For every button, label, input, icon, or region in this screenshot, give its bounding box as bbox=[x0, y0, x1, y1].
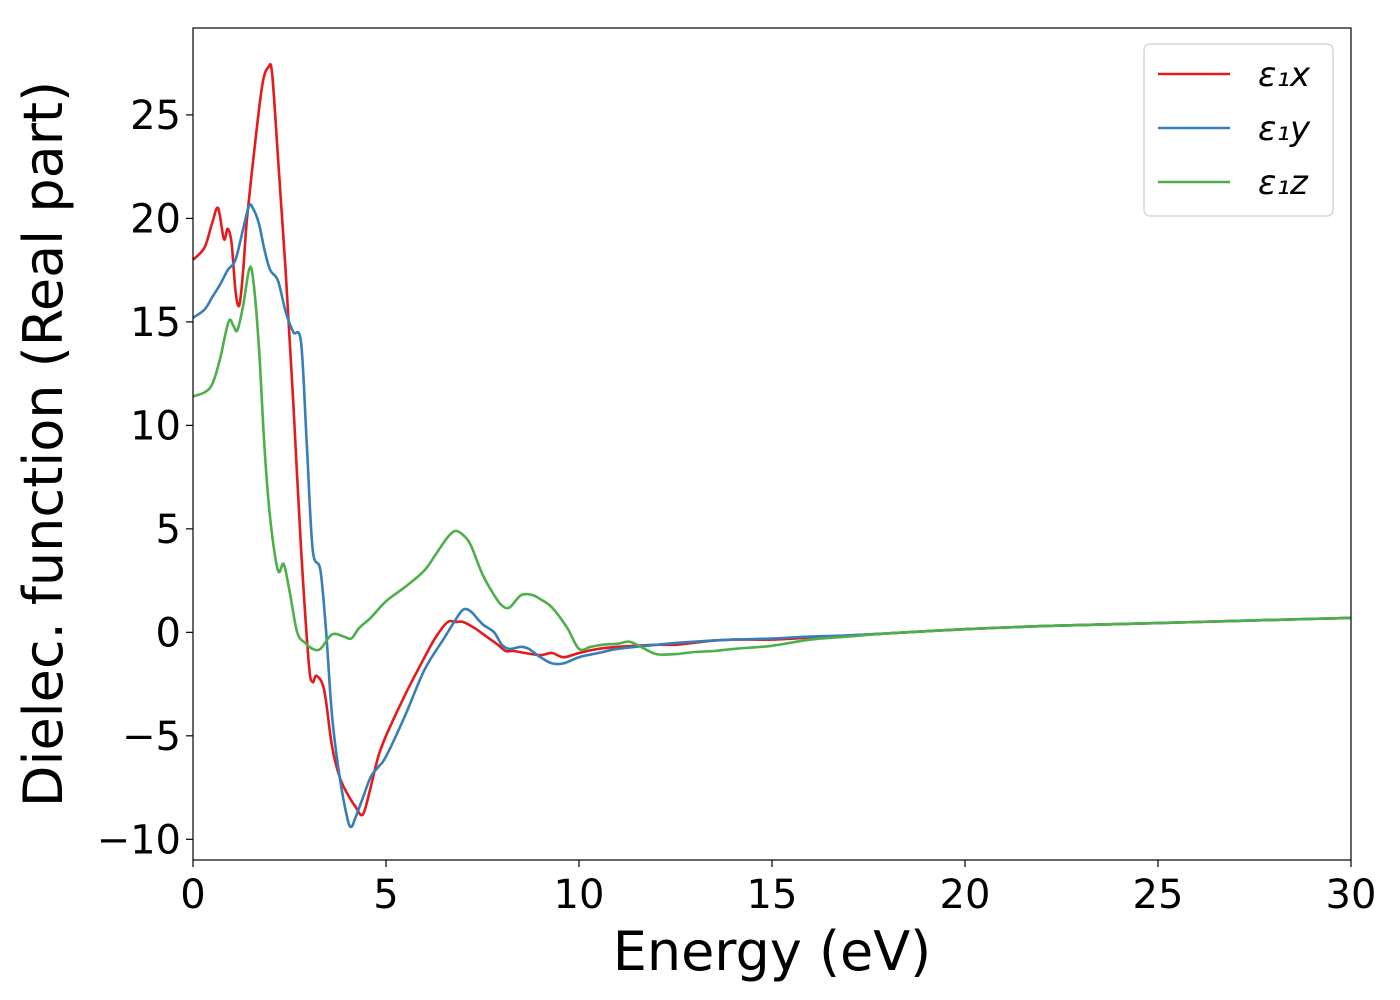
x-tick-label: 20 bbox=[940, 872, 991, 918]
x-tick-label: 30 bbox=[1326, 872, 1377, 918]
y-tick-label: −10 bbox=[97, 817, 181, 863]
y-tick-label: 0 bbox=[156, 610, 181, 656]
legend-label-2: ε₁y bbox=[1258, 109, 1311, 149]
x-tick-label: 15 bbox=[747, 872, 798, 918]
y-axis: −10 −5 0 5 10 15 20 25 bbox=[97, 93, 193, 863]
legend-label-1: ε₁x bbox=[1258, 55, 1311, 95]
series-line-2 bbox=[192, 203, 1352, 829]
y-tick-label: 15 bbox=[130, 300, 181, 346]
x-tick-label: 0 bbox=[180, 872, 205, 918]
y-tick-label: 25 bbox=[130, 93, 181, 139]
x-axis-title: Energy (eV) bbox=[613, 920, 932, 983]
series-layer bbox=[192, 62, 1352, 829]
legend-label-3: ε₁z bbox=[1258, 163, 1309, 203]
y-tick-label: 5 bbox=[156, 507, 181, 553]
y-tick-label: 10 bbox=[130, 403, 181, 449]
x-tick-label: 25 bbox=[1133, 872, 1184, 918]
x-tick-label: 10 bbox=[554, 872, 605, 918]
series-line-3 bbox=[192, 265, 1352, 657]
x-tick-label: 5 bbox=[373, 872, 398, 918]
legend: ε₁x ε₁y ε₁z bbox=[1143, 43, 1334, 217]
y-tick-label: 20 bbox=[130, 196, 181, 242]
y-tick-label: −5 bbox=[122, 714, 181, 760]
legend-box bbox=[1143, 43, 1334, 217]
y-axis-title: Dielec. function (Real part) bbox=[12, 81, 75, 807]
x-axis: 0 5 10 15 20 25 30 bbox=[180, 860, 1376, 918]
